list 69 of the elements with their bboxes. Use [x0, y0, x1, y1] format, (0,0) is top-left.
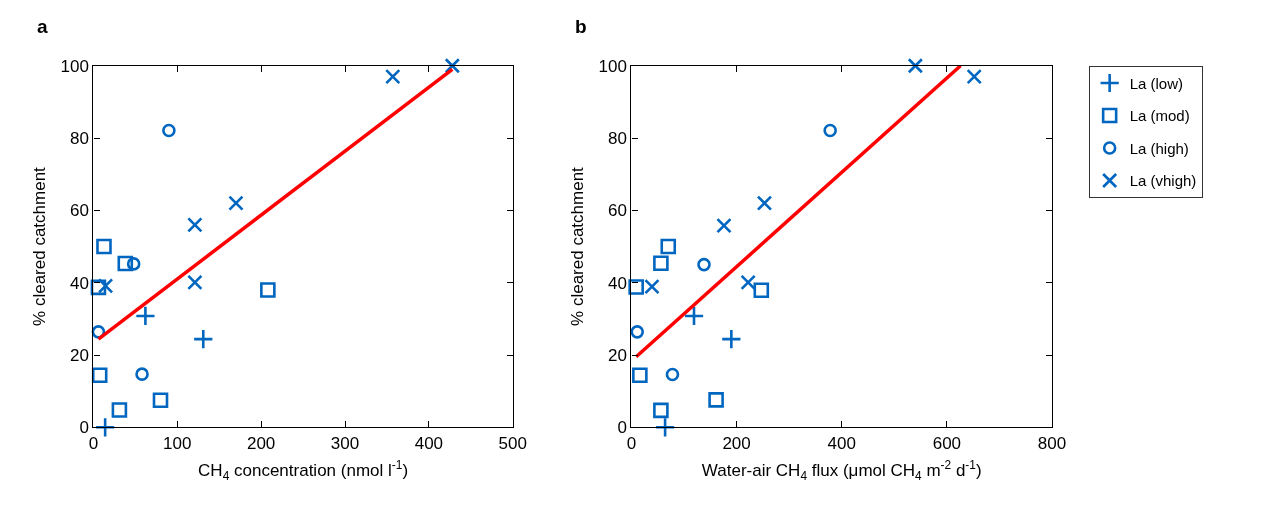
y-tick-label: 0 [79, 418, 89, 438]
point [644, 278, 660, 295]
point [91, 367, 108, 384]
legend-label: La (mod) [1129, 107, 1190, 125]
point [720, 328, 742, 350]
point [96, 238, 112, 255]
point [716, 217, 732, 234]
point [111, 402, 128, 418]
legend-label: La (low) [1129, 74, 1184, 92]
point [94, 416, 116, 438]
point [823, 123, 837, 138]
y-tick-label: 40 [607, 273, 627, 293]
y-tick-label: 100 [598, 56, 627, 76]
x-tick-label: 200 [722, 433, 751, 453]
y-tick-label: 20 [69, 345, 89, 365]
point [187, 274, 203, 291]
point [628, 279, 644, 295]
point [152, 392, 169, 408]
x-tick-label: 800 [1037, 433, 1067, 453]
y-tick-label: 20 [607, 345, 627, 365]
y-tick-label: 60 [607, 201, 627, 221]
point [162, 123, 176, 138]
point [697, 257, 711, 272]
y-tick-label: 60 [69, 201, 89, 221]
point [654, 416, 676, 438]
y-axis-title: % cleared catchment [30, 166, 50, 326]
point [135, 367, 149, 381]
chart-title: a [37, 16, 48, 37]
y-tick-label: 80 [69, 129, 89, 149]
point [907, 57, 924, 74]
y-tick-label: 80 [607, 129, 627, 149]
chart-title: b [575, 16, 587, 37]
x-tick-label: 200 [246, 433, 276, 453]
point [740, 274, 756, 291]
point [708, 392, 724, 408]
point [753, 282, 770, 299]
point [117, 255, 134, 272]
legend-label: La (high) [1129, 139, 1189, 157]
point [756, 195, 773, 211]
y-axis-title: % cleared catchment [568, 166, 588, 326]
point [966, 68, 983, 85]
legend-label: La (vhigh) [1129, 172, 1197, 190]
y-tick-label: 0 [617, 418, 627, 438]
y-tick-label: 100 [60, 56, 89, 76]
point [187, 217, 203, 233]
point [385, 68, 401, 85]
point [126, 257, 141, 271]
point [653, 402, 669, 419]
point [630, 325, 645, 339]
point [260, 282, 276, 298]
point [683, 305, 705, 327]
x-tick-label: 300 [330, 433, 360, 453]
point [665, 367, 680, 382]
point [192, 328, 214, 350]
point [444, 57, 461, 74]
point [632, 367, 648, 384]
point [653, 255, 669, 271]
x-tick-label: 600 [932, 433, 962, 453]
point [660, 238, 677, 255]
text: Water-air CH$_{4}$ flux (μmol CH$_{4}$ m$^{-2}$ d$^{-1}$) [701, 458, 982, 483]
x-tick-label: 400 [414, 433, 444, 453]
point [90, 279, 107, 296]
x-tick-label: 400 [827, 433, 856, 453]
x-tick-label: 100 [163, 433, 192, 453]
x-axis-title: CH$_{4}$ concentration (nmol l$^{-1}$) [198, 458, 409, 483]
point [228, 195, 244, 211]
point [135, 305, 156, 327]
x-tick-label: 500 [498, 433, 527, 453]
y-tick-label: 40 [69, 273, 89, 293]
